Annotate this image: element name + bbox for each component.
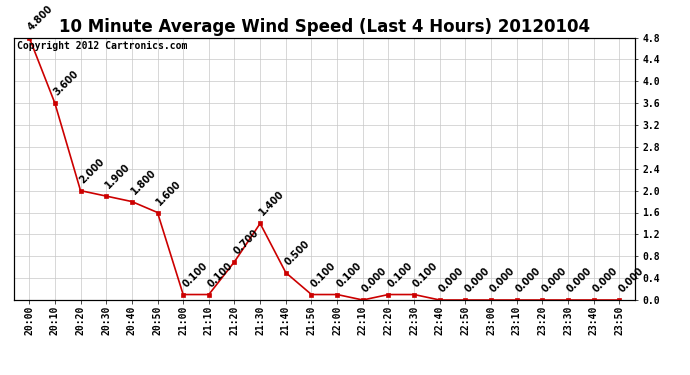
Text: 0.000: 0.000 (437, 266, 466, 294)
Text: 0.000: 0.000 (540, 266, 569, 294)
Text: 0.100: 0.100 (308, 260, 337, 289)
Text: 3.600: 3.600 (52, 69, 81, 98)
Text: 1.900: 1.900 (104, 162, 132, 190)
Text: 0.100: 0.100 (411, 260, 440, 289)
Text: 0.700: 0.700 (232, 227, 261, 256)
Text: Copyright 2012 Cartronics.com: Copyright 2012 Cartronics.com (17, 42, 187, 51)
Text: 0.100: 0.100 (335, 260, 363, 289)
Title: 10 Minute Average Wind Speed (Last 4 Hours) 20120104: 10 Minute Average Wind Speed (Last 4 Hou… (59, 18, 590, 36)
Text: 0.000: 0.000 (489, 266, 517, 294)
Text: 0.500: 0.500 (283, 238, 312, 267)
Text: 0.000: 0.000 (360, 266, 389, 294)
Text: 1.600: 1.600 (155, 178, 184, 207)
Text: 2.000: 2.000 (78, 156, 106, 185)
Text: 0.100: 0.100 (386, 260, 415, 289)
Text: 0.000: 0.000 (617, 266, 645, 294)
Text: 1.400: 1.400 (257, 189, 286, 218)
Text: 0.000: 0.000 (514, 266, 543, 294)
Text: 0.100: 0.100 (180, 260, 209, 289)
Text: 0.000: 0.000 (565, 266, 594, 294)
Text: 4.800: 4.800 (26, 3, 55, 32)
Text: 0.100: 0.100 (206, 260, 235, 289)
Text: 1.800: 1.800 (129, 167, 158, 196)
Text: 0.000: 0.000 (463, 266, 491, 294)
Text: 0.000: 0.000 (591, 266, 620, 294)
